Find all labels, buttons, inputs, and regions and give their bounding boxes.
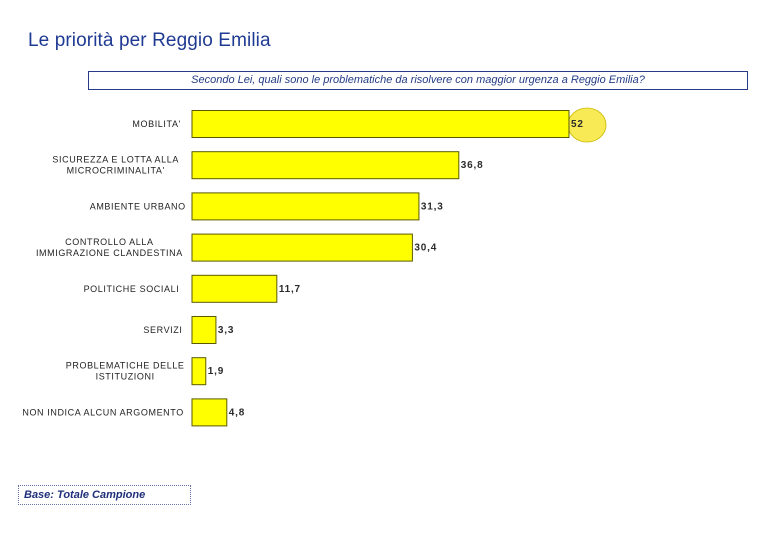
- bar: [191, 316, 217, 344]
- page-title: Le priorità per Reggio Emilia: [28, 30, 271, 51]
- category-label: PROBLEMATICHE DELLE ISTITUZIONI: [66, 361, 185, 382]
- bar: [191, 398, 228, 427]
- bars-layer: [191, 110, 570, 427]
- category-label: NON INDICA ALCUN ARGOMENTO: [22, 407, 183, 417]
- value-label: 3,3: [218, 325, 234, 336]
- category-label: SERVIZI: [143, 325, 182, 335]
- bar: [191, 110, 570, 138]
- bar-chart: MOBILITA' SICUREZZA E LOTTA ALLA MICROCRIM…: [22, 107, 607, 427]
- value-label: 30,4: [414, 243, 437, 254]
- category-label: MOBILITA': [132, 119, 180, 129]
- value-label: 11,7: [279, 284, 301, 295]
- question-box: Secondo Lei, quali sono le problematiche…: [88, 71, 748, 90]
- bar: [191, 192, 420, 221]
- base-note: Base: Totale Campione: [18, 485, 191, 505]
- category-label: AMBIENTE URBANO: [90, 201, 186, 211]
- bar: [191, 274, 278, 303]
- value-labels-layer: 52 36,8 31,3 30,4 11,7 3,3 1,9 4,8: [208, 119, 584, 418]
- value-label: 4,8: [229, 407, 245, 418]
- category-label: POLITICHE SOCIALI: [84, 284, 180, 294]
- value-label: 31,3: [421, 201, 444, 212]
- category-label: CONTROLLO ALLA IMMIGRAZIONE CLANDESTINA: [36, 237, 183, 258]
- value-label: 36,8: [461, 160, 484, 171]
- bar: [191, 151, 460, 180]
- value-label: 52: [571, 119, 584, 130]
- category-label: SICUREZZA E LOTTA ALLA MICROCRIMINALITA': [52, 155, 179, 176]
- bar: [191, 233, 413, 262]
- category-labels-layer: MOBILITA' SICUREZZA E LOTTA ALLA MICROCRIM…: [22, 119, 185, 417]
- value-label: 1,9: [208, 366, 224, 377]
- bar: [191, 357, 207, 386]
